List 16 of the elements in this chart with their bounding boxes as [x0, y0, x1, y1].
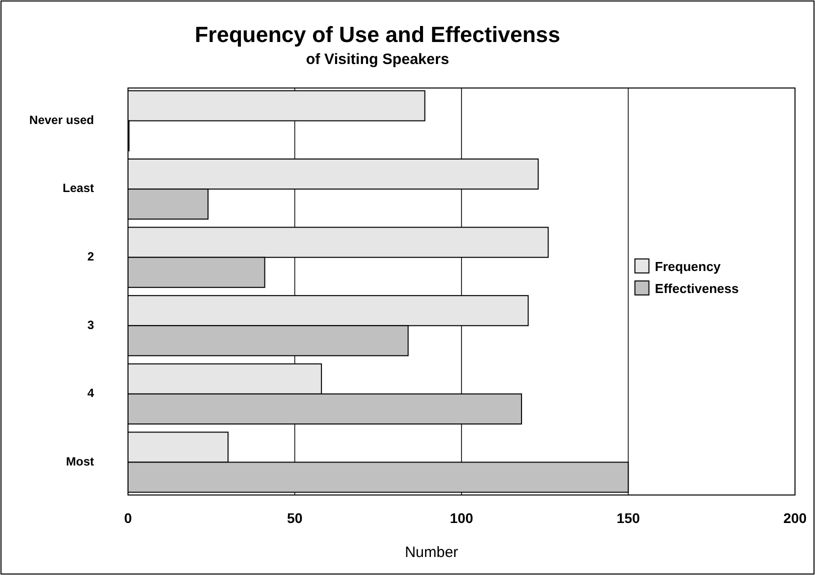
x-axis-title: Number	[404, 544, 458, 561]
y-tick-label: Never used	[29, 112, 94, 127]
x-tick-label: 200	[783, 510, 807, 526]
legend-label: Effectiveness	[654, 280, 739, 296]
y-tick-label: Most	[66, 454, 94, 468]
y-tick-label: 4	[87, 386, 94, 400]
legend-label: Frequency	[654, 258, 722, 274]
y-tick-label: Least	[62, 181, 94, 196]
y-tick-label: 2	[87, 250, 94, 264]
y-tick-label: 3	[87, 318, 94, 332]
x-tick-label: 100	[450, 510, 474, 526]
x-tick-label: 0	[124, 510, 132, 526]
chart-title: Frequency of Use and Effectivenss	[194, 22, 560, 47]
chart-subtitle: of Visiting Speakers	[306, 51, 450, 68]
x-tick-label: 150	[616, 510, 640, 526]
x-tick-label: 50	[286, 510, 303, 526]
